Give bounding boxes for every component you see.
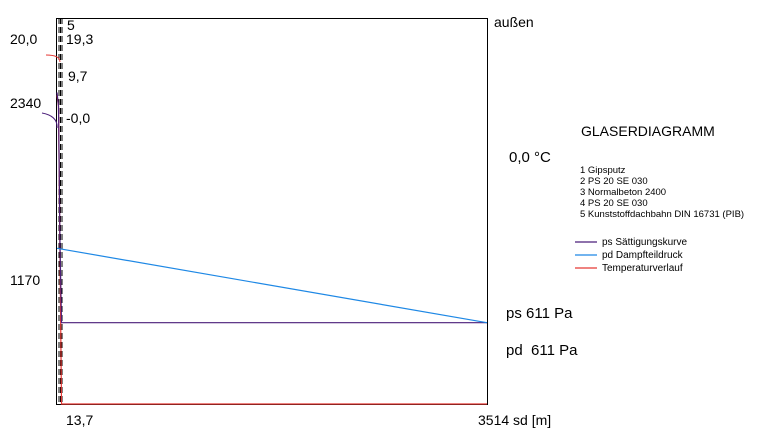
legend-label-ps: ps Sättigungskurve	[602, 237, 687, 248]
ps-outside-label: ps 611 Pa	[506, 305, 573, 322]
temperature-series-line	[56, 95, 487, 405]
chart-title: GLASERDIAGRAMM	[581, 123, 715, 139]
interface-label-19-3: 19,3	[66, 31, 93, 47]
ps-saturation-series-line	[56, 92, 487, 324]
pd-inside-label: 1170	[10, 272, 40, 288]
ps-inside-label: 2340	[10, 95, 41, 111]
interface-label-0-0: -0,0	[66, 110, 90, 126]
layer-item: 5 Kunststoffdachbahn DIN 16731 (PIB)	[580, 209, 744, 220]
x-tick-label-first: 13,7	[66, 412, 93, 428]
temp-connector-curve	[45, 54, 61, 63]
layer-item: 4 PS 20 SE 030	[580, 198, 648, 209]
layer-item: 2 PS 20 SE 030	[580, 176, 648, 187]
outside-label: außen	[494, 14, 534, 30]
legend-label-pd: pd Dampfteildruck	[602, 250, 684, 261]
layer-item: 3 Normalbeton 2400	[580, 187, 666, 198]
interface-label-9-7: 9,7	[68, 68, 88, 84]
plot-frame	[56, 18, 488, 405]
temp-outside-label: 0,0 °C	[509, 149, 551, 166]
legend-label-temp: Temperaturverlauf	[602, 263, 683, 274]
pd-vapour-series-line	[56, 247, 488, 324]
layer-item: 1 Gipsputz	[580, 165, 626, 176]
temp-inside-label: 20,0	[10, 31, 37, 47]
pd-outside-label: pd 611 Pa	[506, 342, 578, 359]
interface-label-5: 5	[67, 17, 75, 33]
ps-connector-curve	[41, 112, 58, 129]
x-tick-label-end: 3514 sd [m]	[478, 412, 551, 428]
